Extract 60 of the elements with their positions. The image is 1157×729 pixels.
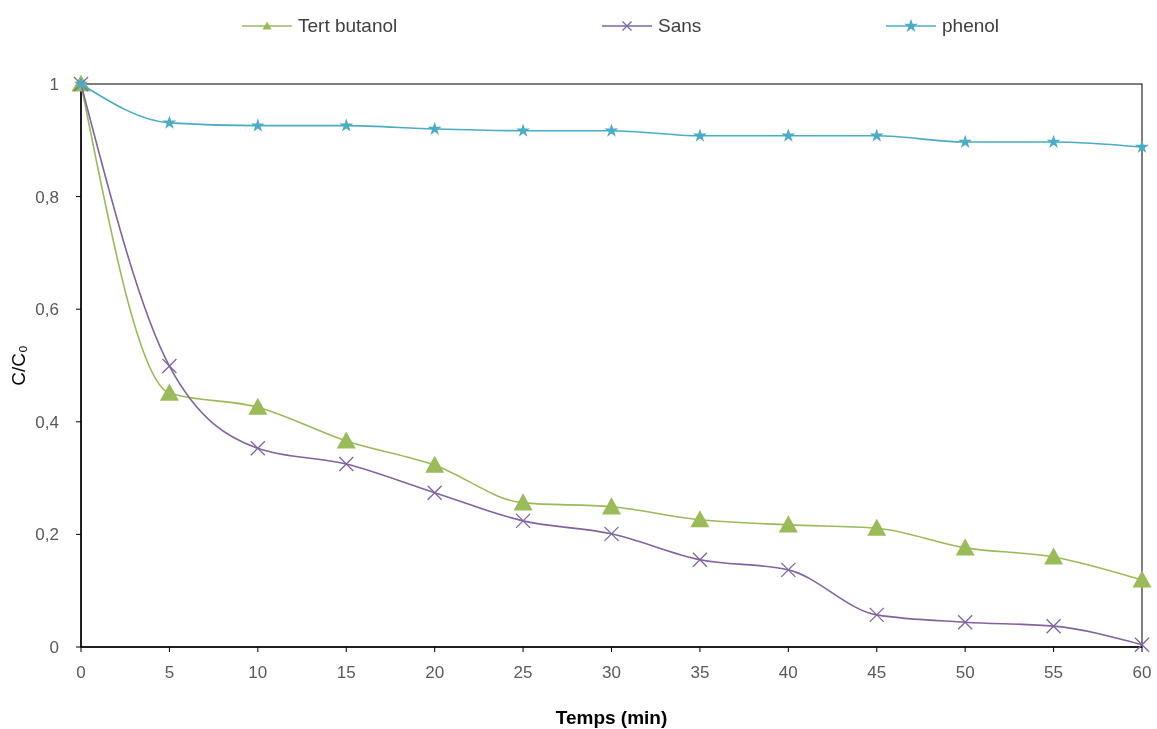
point <box>427 121 442 135</box>
point <box>159 383 179 401</box>
point <box>778 515 798 533</box>
point <box>161 358 178 374</box>
x-tick-label: 35 <box>690 663 710 682</box>
y-tick-label: 0,6 <box>35 300 59 320</box>
point <box>869 607 885 623</box>
point <box>957 614 973 630</box>
x-tick-label: 30 <box>602 663 621 682</box>
point <box>250 118 265 132</box>
point <box>425 455 445 473</box>
point <box>602 497 621 515</box>
x-tick-label: 0 <box>76 663 86 682</box>
point <box>955 538 975 556</box>
point <box>250 440 266 456</box>
x-tick-label: 20 <box>425 663 445 682</box>
legend-label: Tert butanol <box>298 15 398 36</box>
point <box>604 123 619 137</box>
x-tick-label: 45 <box>867 663 887 682</box>
x-tick-label: 10 <box>248 663 268 682</box>
x-axis-title: Temps (min) <box>555 707 668 728</box>
legend-label: Sans <box>658 15 702 36</box>
y-tick-label: 0,8 <box>35 187 59 207</box>
x-tick-label: 5 <box>164 663 175 682</box>
x-tick-label: 60 <box>1132 663 1152 682</box>
point <box>1135 139 1149 153</box>
point <box>513 493 533 511</box>
point <box>515 513 531 529</box>
point <box>603 526 620 542</box>
point <box>1132 570 1152 588</box>
y-axis-title: C/C₀ <box>8 345 29 386</box>
x-tick-label: 50 <box>955 663 975 682</box>
y-tick-label: 1 <box>49 75 59 94</box>
point <box>958 134 973 148</box>
legend-label: phenol <box>942 15 1000 36</box>
point <box>336 431 356 449</box>
point <box>1046 134 1061 148</box>
x-tick-label: 55 <box>1044 663 1064 682</box>
point <box>692 128 707 142</box>
point <box>427 485 443 501</box>
point <box>516 123 531 137</box>
point <box>248 397 268 415</box>
point <box>780 562 796 578</box>
x-tick-label: 15 <box>336 663 356 682</box>
y-tick-label: 0 <box>49 638 59 657</box>
point <box>1045 618 1062 634</box>
point <box>338 456 354 472</box>
point <box>690 510 710 528</box>
point <box>1134 637 1150 653</box>
point <box>692 552 708 568</box>
x-tick-label: 40 <box>778 663 798 682</box>
point <box>1044 547 1064 565</box>
point <box>162 115 177 129</box>
point <box>869 128 884 142</box>
point <box>867 518 887 536</box>
x-tick-label: 25 <box>513 663 533 682</box>
point <box>781 128 796 142</box>
y-tick-label: 0,4 <box>35 412 59 432</box>
y-tick-label: 0,2 <box>35 525 59 545</box>
point <box>339 118 354 132</box>
